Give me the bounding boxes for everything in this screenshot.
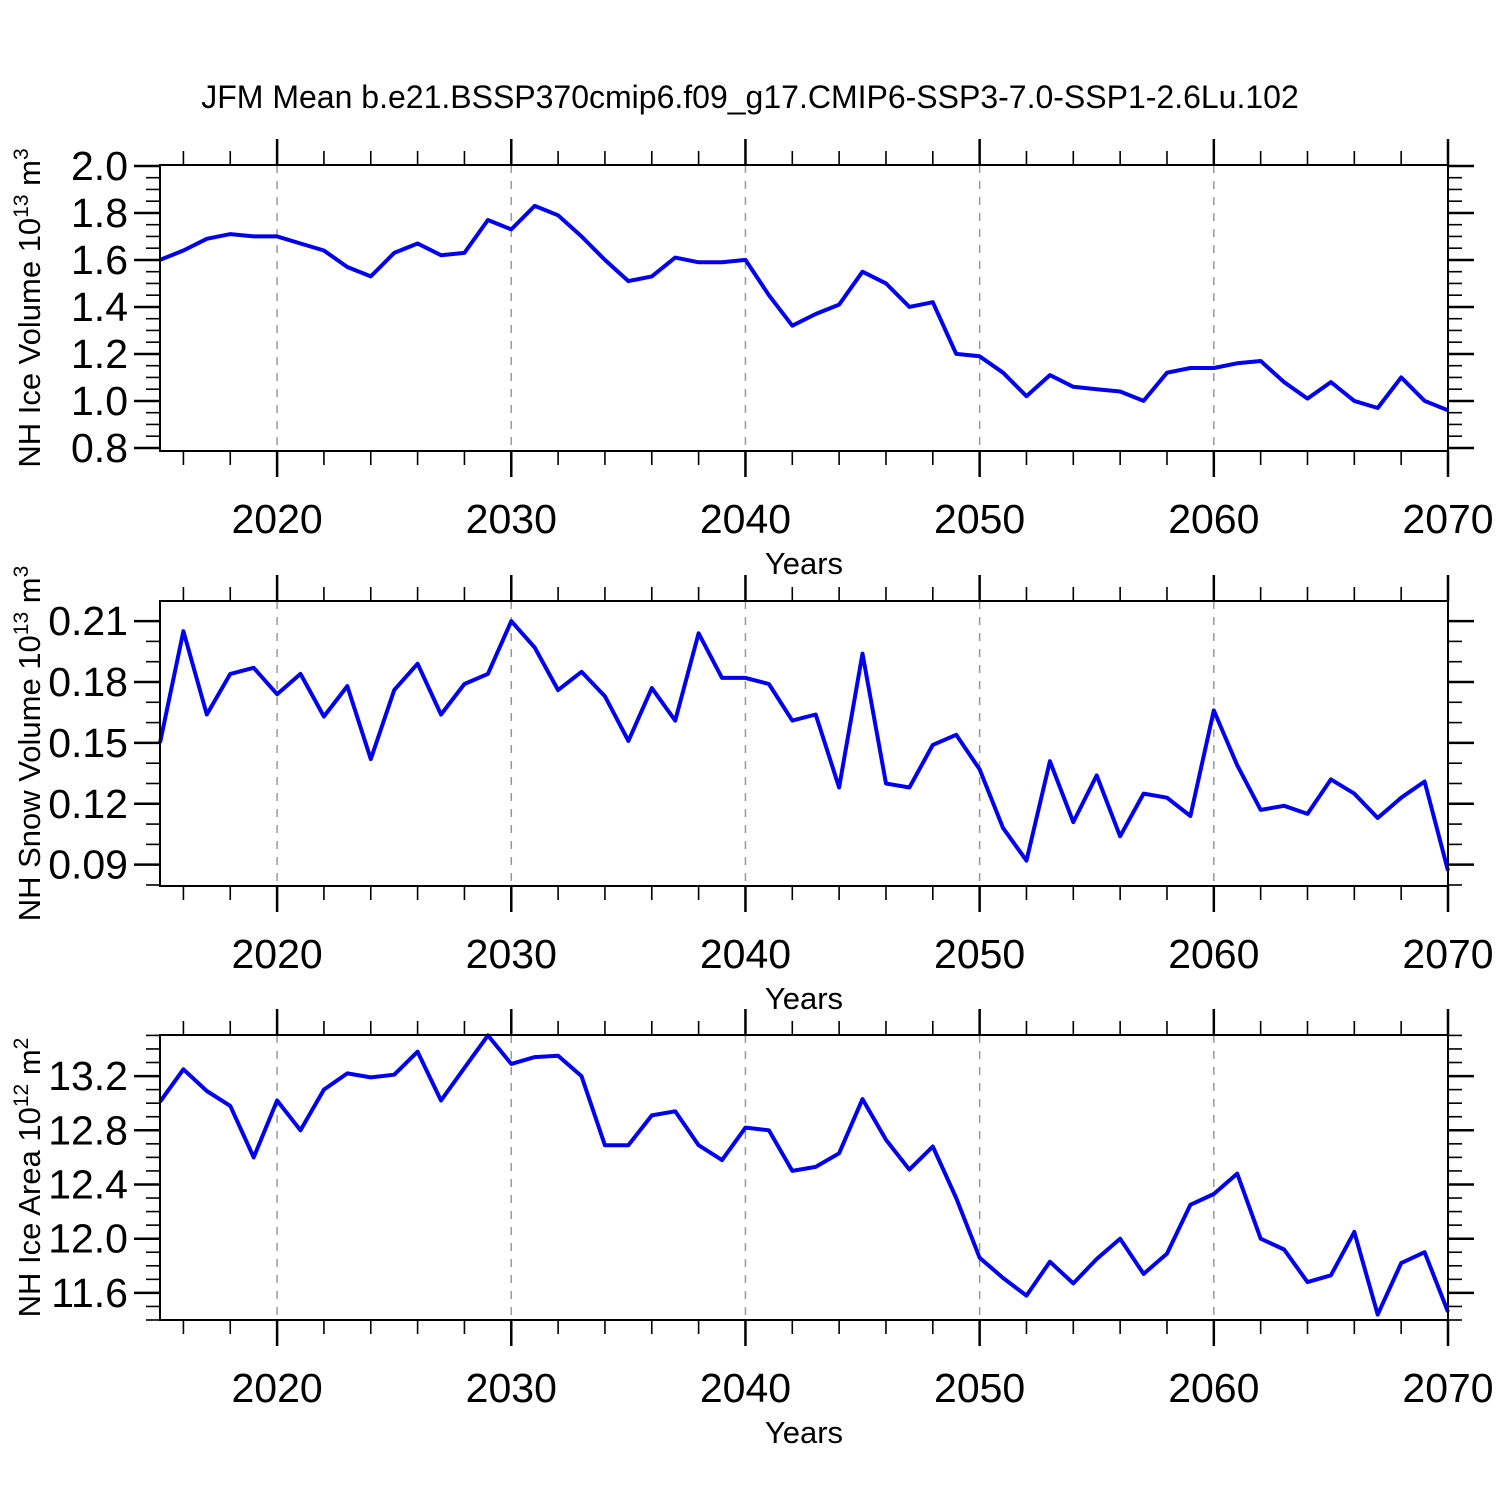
- x-tick-label: 2020: [231, 1365, 322, 1411]
- y-tick-label: 0.12: [48, 781, 128, 827]
- y-axis-title: NH Ice Volume 1013 m3: [10, 148, 47, 467]
- x-axis-title: Years: [765, 1415, 843, 1450]
- x-tick-label: 2030: [466, 931, 557, 977]
- x-axis-title: Years: [765, 981, 843, 1016]
- panel-box: [159, 1034, 1449, 1321]
- x-tick-label: 2060: [1168, 1365, 1259, 1411]
- y-tick-label: 12.4: [48, 1161, 128, 1207]
- x-tick-label: 2040: [700, 1365, 791, 1411]
- y-tick-label: 1.6: [71, 237, 128, 283]
- x-tick-label: 2040: [700, 496, 791, 542]
- data-line: [158, 1033, 1450, 1317]
- y-tick-label: 12.0: [48, 1216, 128, 1262]
- y-tick-label: 0.18: [48, 659, 128, 705]
- x-tick-label: 2040: [700, 931, 791, 977]
- y-axis-title: NH Snow Volume 1013 m3: [10, 566, 47, 922]
- panel-2: 2020 2030 2040 2050 2060 2070 0.09 0.12 0.15 0.18…: [10, 566, 1494, 1016]
- x-tick-label: 2070: [1402, 931, 1493, 977]
- panel-box: [159, 600, 1449, 887]
- x-tick-label: 2050: [934, 496, 1025, 542]
- y-tick-label: 13.2: [48, 1053, 128, 1099]
- x-tick-label: 2060: [1168, 496, 1259, 542]
- y-tick-label: 1.8: [71, 190, 128, 236]
- panel-box: [159, 164, 1449, 452]
- x-tick-label: 2050: [934, 1365, 1025, 1411]
- x-tick-label: 2070: [1402, 1365, 1493, 1411]
- panel-3: 2020 2030 2040 2050 2060 2070 11.6 12.0 12.4 12.8…: [10, 1009, 1494, 1450]
- chart-title: JFM Mean b.e21.BSSP370cmip6.f09_g17.CMIP…: [201, 79, 1299, 115]
- x-tick-label: 2070: [1402, 496, 1493, 542]
- y-tick-label: 1.4: [71, 284, 128, 330]
- data-line: [158, 619, 1450, 872]
- y-tick-label: 2.0: [71, 143, 128, 189]
- y-tick-label: 0.8: [71, 425, 128, 471]
- x-tick-label: 2050: [934, 931, 1025, 977]
- y-tick-label: 0.15: [48, 720, 128, 766]
- panel-1: 2020 2030 2040 2050 2060 2070 0.81.01.21.41.61…: [10, 139, 1494, 581]
- y-tick-label: 1.0: [71, 378, 128, 424]
- y-tick-label: 0.21: [48, 598, 128, 644]
- x-tick-label: 2030: [466, 496, 557, 542]
- y-tick-label: 1.2: [71, 331, 128, 377]
- x-tick-label: 2020: [231, 496, 322, 542]
- x-tick-label: 2060: [1168, 931, 1259, 977]
- x-tick-label: 2020: [231, 931, 322, 977]
- y-tick-label: 0.09: [48, 842, 128, 888]
- y-tick-label: 12.8: [48, 1107, 128, 1153]
- y-tick-label: 11.6: [51, 1270, 128, 1316]
- data-line: [159, 203, 1449, 413]
- x-tick-label: 2030: [466, 1365, 557, 1411]
- x-axis-title: Years: [765, 546, 843, 581]
- y-axis-title: NH Ice Area 1012 m2: [10, 1038, 47, 1318]
